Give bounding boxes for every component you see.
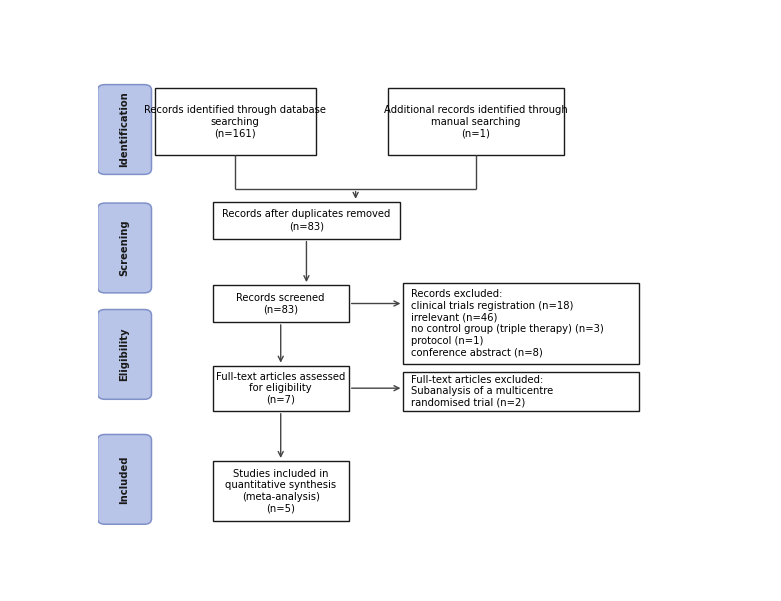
FancyBboxPatch shape [212,365,349,411]
FancyBboxPatch shape [212,461,349,521]
FancyBboxPatch shape [98,203,152,293]
Text: Studies included in
quantitative synthesis
(meta-analysis)
(n=5): Studies included in quantitative synthes… [225,469,337,513]
Text: Identification: Identification [119,91,130,167]
FancyBboxPatch shape [98,85,152,174]
FancyBboxPatch shape [403,371,640,411]
FancyBboxPatch shape [212,285,349,322]
FancyBboxPatch shape [212,202,400,239]
FancyBboxPatch shape [98,435,152,524]
Text: Full-text articles excluded:
Subanalysis of a multicentre
randomised trial (n=2): Full-text articles excluded: Subanalysis… [411,374,553,408]
Text: Records after duplicates removed
(n=83): Records after duplicates removed (n=83) [223,209,390,231]
Text: Included: Included [119,455,130,504]
Text: Additional records identified through
manual searching
(n=1): Additional records identified through ma… [384,105,568,138]
FancyBboxPatch shape [403,282,640,364]
Text: Records screened
(n=83): Records screened (n=83) [237,293,325,314]
Text: Records identified through database
searching
(n=161): Records identified through database sear… [144,105,326,138]
Text: Eligibility: Eligibility [119,328,130,381]
FancyBboxPatch shape [98,310,152,399]
Text: Full-text articles assessed
for eligibility
(n=7): Full-text articles assessed for eligibil… [216,371,345,405]
FancyBboxPatch shape [155,88,316,156]
FancyBboxPatch shape [388,88,564,156]
Text: Screening: Screening [119,219,130,276]
Text: Records excluded:
clinical trials registration (n=18)
irrelevant (n=46)
no contr: Records excluded: clinical trials regist… [411,289,603,357]
